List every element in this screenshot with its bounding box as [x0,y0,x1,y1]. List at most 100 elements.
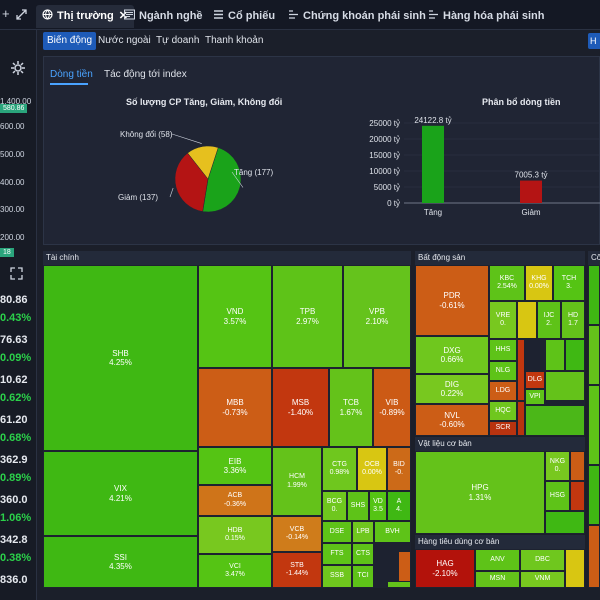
stock-tile[interactable]: KBC 2.54% [489,265,525,301]
tab-hang-hoa-phai-sinh[interactable]: Hàng hóa phái sinh [422,5,550,28]
stock-tile[interactable]: HSG [545,481,570,511]
stock-tile[interactable]: VIX 4.21% [43,451,198,536]
bar[interactable] [520,180,542,203]
stock-tile[interactable]: VPI [525,389,545,405]
heatmap-cell[interactable] [387,581,411,588]
stock-tile[interactable]: PDR -0.61% [415,265,489,336]
heatmap-cell[interactable] [588,385,600,465]
stock-tile[interactable]: ACB -0.36% [198,485,272,516]
sector-title[interactable]: Cô [588,251,600,265]
stock-tile[interactable]: NLG [489,361,517,381]
stock-tile[interactable]: HQC [489,401,517,421]
stock-tile[interactable]: VCI 3.47% [198,554,272,588]
stock-tile[interactable]: TCI [352,565,374,588]
heatmap-cell[interactable] [588,265,600,325]
stock-tile[interactable]: MBB -0.73% [198,368,272,447]
stock-tile[interactable]: HHS [489,339,517,361]
stock-tile[interactable]: SHB 4.25% [43,265,198,451]
stock-tile[interactable]: MSN [475,571,520,588]
expand-icon[interactable] [10,267,23,285]
pie-slice[interactable] [187,145,219,180]
panel-tab-tac-dong[interactable]: Tác động tới index [104,69,187,80]
sector-title[interactable]: Hàng tiêu dùng cơ bản [415,535,585,549]
stock-tile[interactable]: VPB 2.10% [343,265,411,368]
tab-co-phieu[interactable]: Cổ phiếu [207,5,281,28]
stock-tile[interactable]: DSE [322,521,352,543]
stock-tile[interactable]: VRE 0. [489,301,517,339]
stock-tile[interactable]: TPB 2.97% [272,265,343,368]
stock-tile[interactable]: VNM [520,571,565,588]
stock-tile[interactable]: VIB -0.89% [373,368,411,447]
stock-tile[interactable]: SSB [322,565,352,588]
tab-thi-truong[interactable]: Thị trường ✕ [36,5,134,28]
plus-icon[interactable]: + [2,6,10,21]
stock-tile[interactable]: IJC 2. [537,301,561,339]
stock-tile[interactable]: HCM 1.99% [272,447,322,516]
stock-tile[interactable]: TCB 1.67% [329,368,373,447]
heatmap-cell[interactable] [565,549,585,588]
pie-slice[interactable] [202,147,242,213]
stock-tile[interactable]: MSB -1.40% [272,368,329,447]
heatmap-cell[interactable] [570,481,585,511]
stock-tile[interactable]: VCB -0.14% [272,516,322,552]
close-icon[interactable]: ✕ [118,10,128,22]
gear-icon[interactable] [10,60,26,76]
stock-tile[interactable]: HDB 0.15% [198,516,272,554]
stock-tile[interactable]: KHG 0.00% [525,265,553,301]
stock-tile[interactable]: EIB 3.36% [198,447,272,485]
heatmap-cell[interactable] [570,451,585,481]
heatmap-cell[interactable] [517,339,525,401]
stock-tile[interactable]: HPG 1.31% [415,451,545,534]
expand-icon[interactable] [16,8,27,23]
subtab-thanh-khoan[interactable]: Thanh khoản [205,35,264,46]
panel-tab-dong-tien[interactable]: Dòng tiền [50,69,93,80]
stock-tile[interactable]: NKG 0. [545,451,570,481]
heatmap-cell[interactable] [588,525,600,588]
stock-tile[interactable]: DLG [525,371,545,389]
sector-title[interactable]: Vật liệu cơ bản [415,437,585,451]
sector-title[interactable]: Bất động sản [415,251,585,265]
stock-tile[interactable]: BVH [374,521,411,543]
stock-tile[interactable]: DBC [520,549,565,571]
stock-tile[interactable]: SSI 4.35% [43,536,198,588]
heatmap-cell[interactable] [588,465,600,525]
stock-tile[interactable]: A 4. [387,491,411,521]
stock-tile[interactable]: CTG 0.98% [322,447,357,491]
heatmap-cell[interactable] [517,401,525,436]
stock-tile[interactable]: DXG 0.66% [415,336,489,374]
stock-tile[interactable]: SCR [489,421,517,436]
stock-tile[interactable]: BCG 0. [322,491,347,521]
sector-title[interactable]: Tài chính [43,251,411,265]
heatmap-cell[interactable] [565,339,585,371]
subtab-bien-dong[interactable]: Biến động [43,32,97,50]
heatmap-cell[interactable] [588,325,600,385]
heatmap-cell[interactable] [517,301,537,339]
stock-tile[interactable]: DIG 0.22% [415,374,489,404]
stock-tile[interactable]: LDG [489,381,517,401]
stock-tile[interactable]: FTS [322,543,352,565]
stock-tile[interactable]: VD 3.5 [369,491,387,521]
heatmap-cell[interactable] [545,371,585,401]
stock-tile[interactable]: HD 1.7 [561,301,585,339]
subtab-tu-doanh[interactable]: Tự doanh [156,35,200,46]
header-button[interactable]: H [588,33,600,49]
subtab-nuoc-ngoai[interactable]: Nước ngoài [98,35,151,46]
tab-chung-khoan-phai-sinh[interactable]: Chứng khoán phái sinh [282,5,432,28]
bar[interactable] [422,125,444,203]
heatmap-cell[interactable] [545,339,565,371]
stock-tile[interactable]: BID -0. [387,447,411,491]
stock-tile[interactable]: OCB 0.00% [357,447,387,491]
stock-tile[interactable]: NVL -0.60% [415,404,489,436]
stock-tile[interactable]: TCH 3. [553,265,585,301]
stock-tile[interactable]: STB -1.44% [272,552,322,588]
pie-slice[interactable] [174,152,209,212]
stock-tile[interactable]: ANV [475,549,520,571]
stock-tile[interactable]: SHS [347,491,369,521]
stock-tile[interactable]: VND 3.57% [198,265,272,368]
stock-tile[interactable]: LPB [352,521,374,543]
heatmap-cell[interactable] [545,511,585,534]
heatmap-cell[interactable] [525,405,585,436]
stock-tile[interactable]: CTS [352,543,374,565]
tab-nganh-nghe[interactable]: Ngành nghề [118,5,209,28]
stock-tile[interactable]: HAG -2.10% [415,549,475,588]
